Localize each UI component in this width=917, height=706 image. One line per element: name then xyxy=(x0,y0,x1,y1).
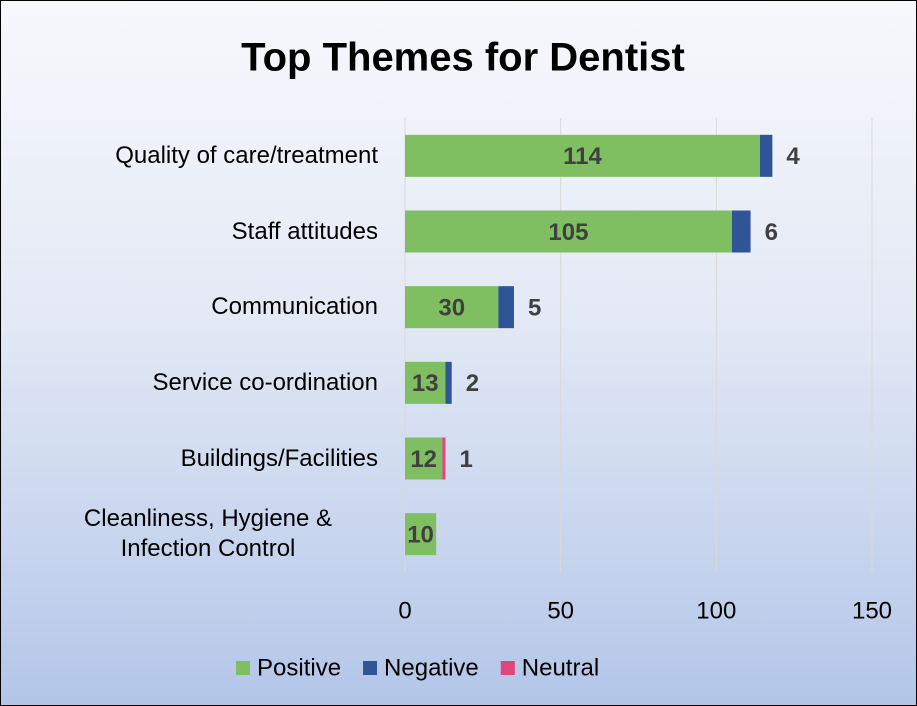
legend-swatch xyxy=(363,661,378,675)
y-tick-label: Buildings/Facilities xyxy=(18,419,378,499)
data-label: 30 xyxy=(438,295,465,322)
y-tick-text: Quality of care/treatment xyxy=(115,141,378,169)
data-label: 6 xyxy=(765,219,778,246)
x-tick-label: 50 xyxy=(547,597,574,624)
data-label: 2 xyxy=(466,370,479,397)
x-tick-label: 100 xyxy=(696,597,736,624)
bar-segment xyxy=(405,513,437,556)
y-tick-text: Staff attitudes xyxy=(231,217,378,245)
legend-label: Neutral xyxy=(522,654,599,681)
bar-segment xyxy=(405,210,732,253)
legend-label: Negative xyxy=(384,654,479,681)
bar-segment xyxy=(442,437,446,480)
y-tick-label: Staff attitudes xyxy=(18,192,378,272)
bar-segment xyxy=(405,361,446,404)
data-label: 13 xyxy=(412,370,439,397)
bar-segment xyxy=(445,361,452,404)
y-tick-text: Service co-ordination xyxy=(152,368,378,396)
bar-segment xyxy=(405,437,443,480)
bar-segment xyxy=(498,286,514,329)
x-tick-label: 0 xyxy=(398,597,411,624)
y-tick-text: Communication xyxy=(211,293,378,321)
bar-segment xyxy=(405,286,499,329)
bar-segment xyxy=(759,134,773,177)
x-tick-label: 150 xyxy=(852,597,892,624)
data-label: 1 xyxy=(459,446,472,473)
data-label: 12 xyxy=(410,446,437,473)
chart-title: Top Themes for Dentist xyxy=(241,36,685,80)
y-tick-label: Communication xyxy=(18,267,378,347)
bar-segment xyxy=(731,210,751,253)
data-label: 5 xyxy=(528,295,541,322)
y-tick-text: Buildings/Facilities xyxy=(180,444,378,472)
data-label: 114 xyxy=(563,143,602,170)
y-tick-label: Cleanliness, Hygiene & Infection Control xyxy=(18,494,378,574)
legend-swatch xyxy=(236,661,250,675)
bar-segment xyxy=(405,134,760,177)
legend-swatch xyxy=(500,661,515,675)
data-label: 105 xyxy=(548,219,588,246)
data-label: 10 xyxy=(407,522,434,549)
data-label: 4 xyxy=(786,143,800,170)
y-tick-text: Cleanliness, Hygiene & Infection Control xyxy=(83,505,333,563)
y-tick-label: Quality of care/treatment xyxy=(18,116,378,196)
legend-label: Positive xyxy=(257,654,341,681)
y-tick-label: Service co-ordination xyxy=(18,343,378,423)
